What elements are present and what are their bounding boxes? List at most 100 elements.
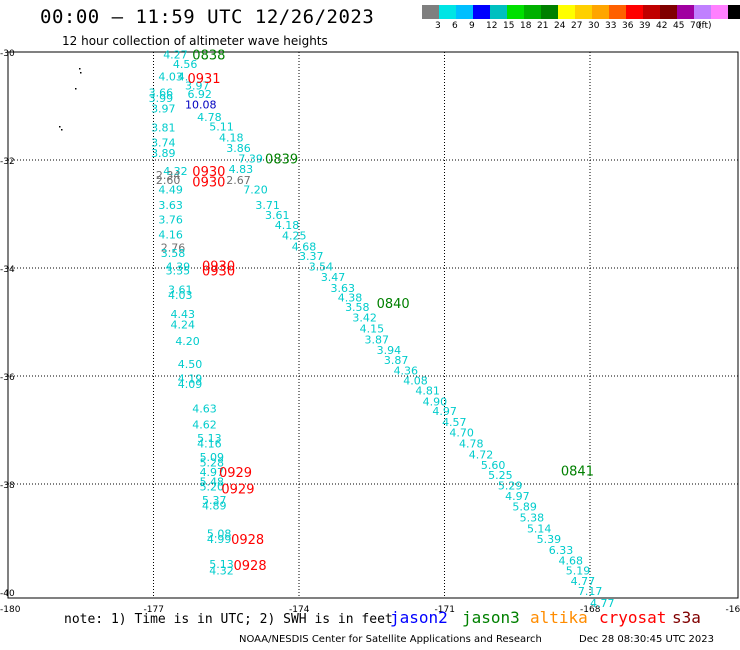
legend-label: 9 (469, 21, 475, 31)
wave-height-label: 7.39 (238, 152, 263, 165)
lon-tick-label: -168 (580, 605, 601, 615)
pass-time-label: 0929 (221, 482, 254, 497)
footer-credit: NOAA/NESDIS Center for Satellite Applica… (239, 634, 542, 645)
legend-swatch (694, 5, 711, 19)
wave-height-label: 3.63 (158, 199, 183, 212)
wave-height-label: 4.78 (197, 111, 222, 124)
legend-label: 18 (520, 21, 532, 31)
wave-height-label: 3.47 (321, 271, 346, 284)
land-dot (59, 126, 61, 128)
wave-height-label: 5.37 (202, 494, 227, 507)
satellite-jason2: jason2 (390, 608, 448, 627)
wave-height-label: 3.87 (364, 333, 389, 346)
wave-height-label: 3.97 (151, 103, 176, 116)
legend-swatch (541, 5, 558, 19)
land-dot (75, 88, 77, 90)
legend-label: 39 (639, 21, 651, 31)
lon-tick-label: -174 (289, 605, 310, 615)
wave-height-label: 3.66 (149, 87, 174, 100)
wave-height-label: 4.97 (505, 490, 530, 503)
wave-height-label: 3.87 (384, 354, 409, 367)
lon-tick-label: -180 (0, 605, 21, 615)
pass-time-label: 0928 (234, 559, 267, 574)
wave-height-label: 5.13 (197, 432, 222, 445)
wave-height-label: 4.77 (571, 575, 596, 588)
land-dot (61, 129, 63, 131)
legend-swatch (626, 5, 643, 19)
wave-height-label: 4.81 (415, 385, 440, 398)
wave-height-label: 4.15 (360, 322, 385, 335)
wave-height-label: 4.39 (166, 260, 191, 273)
wave-height-label: 3.58 (345, 301, 370, 314)
pass-time-label: 0930 (202, 265, 235, 280)
wave-height-label: 4.09 (178, 378, 203, 391)
legend-swatch (592, 5, 609, 19)
wave-height-label: 5.25 (488, 469, 513, 482)
pass-time-label: 0931 (187, 72, 220, 87)
pass-time-label: 0840 (377, 297, 410, 312)
wave-height-label: 4.36 (394, 365, 419, 378)
wave-height-label: 5.20 (200, 481, 225, 494)
wave-height-label: 3.54 (309, 260, 334, 273)
legend-swatch (524, 5, 541, 19)
land-dot (79, 68, 81, 70)
wave-height-label: 4.32 (209, 564, 234, 577)
note-text: note: 1) Time is in UTC; 2) SWH is in fe… (64, 612, 393, 627)
pass-time-label: 0838 (192, 49, 225, 64)
wave-height-label: 4.16 (197, 438, 222, 451)
wave-height-label: 5.48 (200, 475, 225, 488)
wave-height-label: 6.92 (187, 88, 212, 101)
legend-swatch (643, 5, 660, 19)
wave-height-label: 2.67 (226, 174, 251, 187)
land-dot (80, 72, 82, 74)
wave-height-label: 5.39 (537, 533, 562, 546)
page-subtitle: 12 hour collection of altimeter wave hei… (62, 34, 328, 48)
wave-height-label: 4.25 (282, 230, 307, 243)
wave-height-label: 4.90 (423, 395, 448, 408)
legend-swatch (711, 5, 728, 19)
satellite-s3a: s3a (672, 608, 701, 627)
wave-height-label: 4.03 (158, 70, 183, 83)
legend-swatch (660, 5, 677, 19)
wave-height-label: 3.81 (151, 122, 176, 135)
wave-height-label: 4.72 (469, 448, 494, 461)
wave-height-label: 4.68 (558, 555, 583, 568)
wave-height-label: 3.76 (158, 213, 183, 226)
legend-label: (ft) (698, 21, 712, 31)
legend-label: 15 (503, 21, 515, 31)
wave-height-label: 3.35 (166, 265, 191, 278)
legend-label: 45 (673, 21, 685, 31)
wave-height-label: 4.08 (403, 374, 428, 387)
wave-height-label: 4.27 (163, 49, 188, 62)
wave-height-label: 5.29 (498, 480, 522, 493)
legend-swatch (677, 5, 694, 19)
wave-height-label: 3.42 (352, 312, 377, 325)
wave-height-label: 7.17 (578, 585, 603, 598)
wave-height-label: 5.89 (512, 501, 537, 514)
wave-height-label: 4.77 (590, 597, 615, 610)
lat-tick-label: -30 (0, 49, 15, 59)
wave-height-label: 5.11 (209, 121, 234, 134)
legend-label: 3 (435, 21, 441, 31)
wave-height-label: 3.97 (185, 79, 210, 92)
wave-height-label: 4.16 (158, 229, 183, 242)
wave-height-label: 3.86 (226, 142, 251, 155)
legend-label: 27 (571, 21, 583, 31)
wave-height-label: 4.63 (192, 402, 217, 415)
legend-swatch (558, 5, 575, 19)
wave-height-label: 5.28 (200, 456, 225, 469)
lon-tick-label: -16 (726, 605, 740, 615)
wave-height-label: 2.76 (161, 241, 186, 254)
legend-label: 42 (656, 21, 668, 31)
satellite-jason3: jason3 (462, 608, 520, 627)
wave-height-label: 6.33 (549, 544, 574, 557)
legend-label: 36 (622, 21, 634, 31)
wave-height-label: 5.13 (209, 558, 234, 571)
wave-height-label: 5.38 (520, 511, 545, 524)
wave-height-label: 4.57 (442, 416, 467, 429)
lat-tick-label: -40 (0, 589, 15, 599)
footer-timestamp: Dec 28 08:30:45 UTC 2023 (579, 634, 714, 645)
page-title: 00:00 – 11:59 UTC 12/26/2023 (40, 6, 375, 28)
wave-height-label: 3.61 (168, 284, 193, 297)
